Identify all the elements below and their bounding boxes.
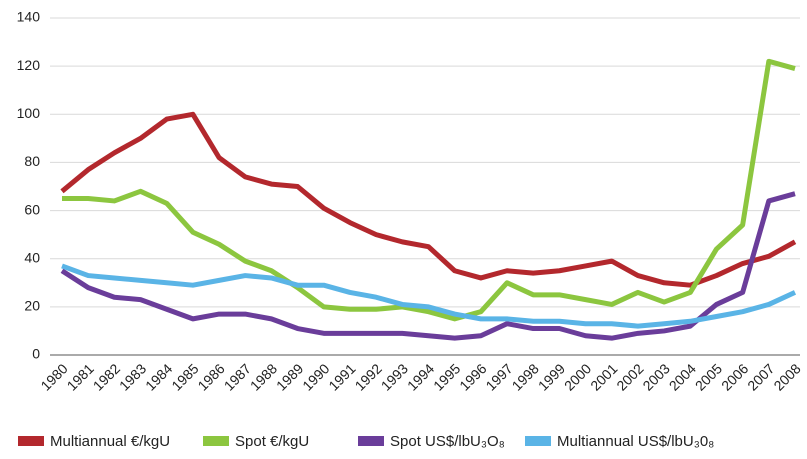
- x-tick-label: 1992: [352, 360, 385, 393]
- x-tick-label: 2002: [613, 360, 646, 393]
- x-tick-label: 2005: [692, 360, 725, 393]
- x-tick-label: 1980: [37, 360, 70, 393]
- legend-swatch: [525, 436, 551, 446]
- x-tick-label: 2003: [640, 360, 673, 393]
- x-tick-label: 2001: [587, 360, 620, 393]
- x-tick-label: 1984: [142, 360, 175, 393]
- legend-swatch: [358, 436, 384, 446]
- x-tick-label: 1981: [64, 360, 97, 393]
- series-line: [61, 263, 797, 329]
- x-tick-label: 2008: [770, 360, 803, 393]
- legend-swatch: [203, 436, 229, 446]
- legend-label: Spot US$/lbU₃O₈: [390, 433, 505, 450]
- legend-label: Multiannual US$/lbU₃0₈: [557, 433, 714, 450]
- x-tick-label: 1985: [168, 360, 201, 393]
- series-line: [60, 111, 797, 288]
- x-tick-label: 1998: [509, 360, 542, 393]
- series-line: [62, 58, 796, 322]
- x-tick-label: 1999: [535, 360, 568, 393]
- x-tick-label: 1988: [247, 360, 280, 393]
- y-tick-label: 20: [24, 298, 40, 314]
- y-tick-label: 120: [17, 57, 41, 73]
- x-tick-label: 1991: [325, 360, 358, 393]
- y-tick-label: 40: [24, 249, 40, 265]
- x-tick-label: 1982: [90, 360, 123, 393]
- y-tick-label: 100: [17, 105, 41, 121]
- x-tick-label: 1994: [404, 360, 437, 393]
- legend-label: Spot €/kgU: [235, 433, 309, 450]
- y-tick-label: 0: [32, 346, 40, 362]
- x-tick-label: 1983: [116, 360, 149, 393]
- x-tick-label: 2007: [744, 360, 777, 393]
- x-tick-label: 1987: [221, 360, 254, 393]
- x-tick-label: 2000: [561, 360, 594, 393]
- x-tick-label: 1996: [456, 360, 489, 393]
- x-tick-label: 1995: [430, 360, 463, 393]
- y-tick-label: 60: [24, 201, 40, 217]
- x-tick-label: 1993: [378, 360, 411, 393]
- x-tick-label: 1990: [299, 360, 332, 393]
- legend-swatch: [18, 436, 44, 446]
- x-tick-label: 2006: [718, 360, 751, 393]
- series-line: [60, 191, 796, 341]
- y-tick-label: 140: [17, 9, 41, 25]
- x-tick-label: 1986: [194, 360, 227, 393]
- legend-label: Multiannual €/kgU: [50, 433, 170, 450]
- y-tick-label: 80: [24, 153, 40, 169]
- x-tick-label: 1997: [482, 360, 515, 393]
- x-tick-label: 2004: [666, 360, 699, 393]
- x-tick-label: 1989: [273, 360, 306, 393]
